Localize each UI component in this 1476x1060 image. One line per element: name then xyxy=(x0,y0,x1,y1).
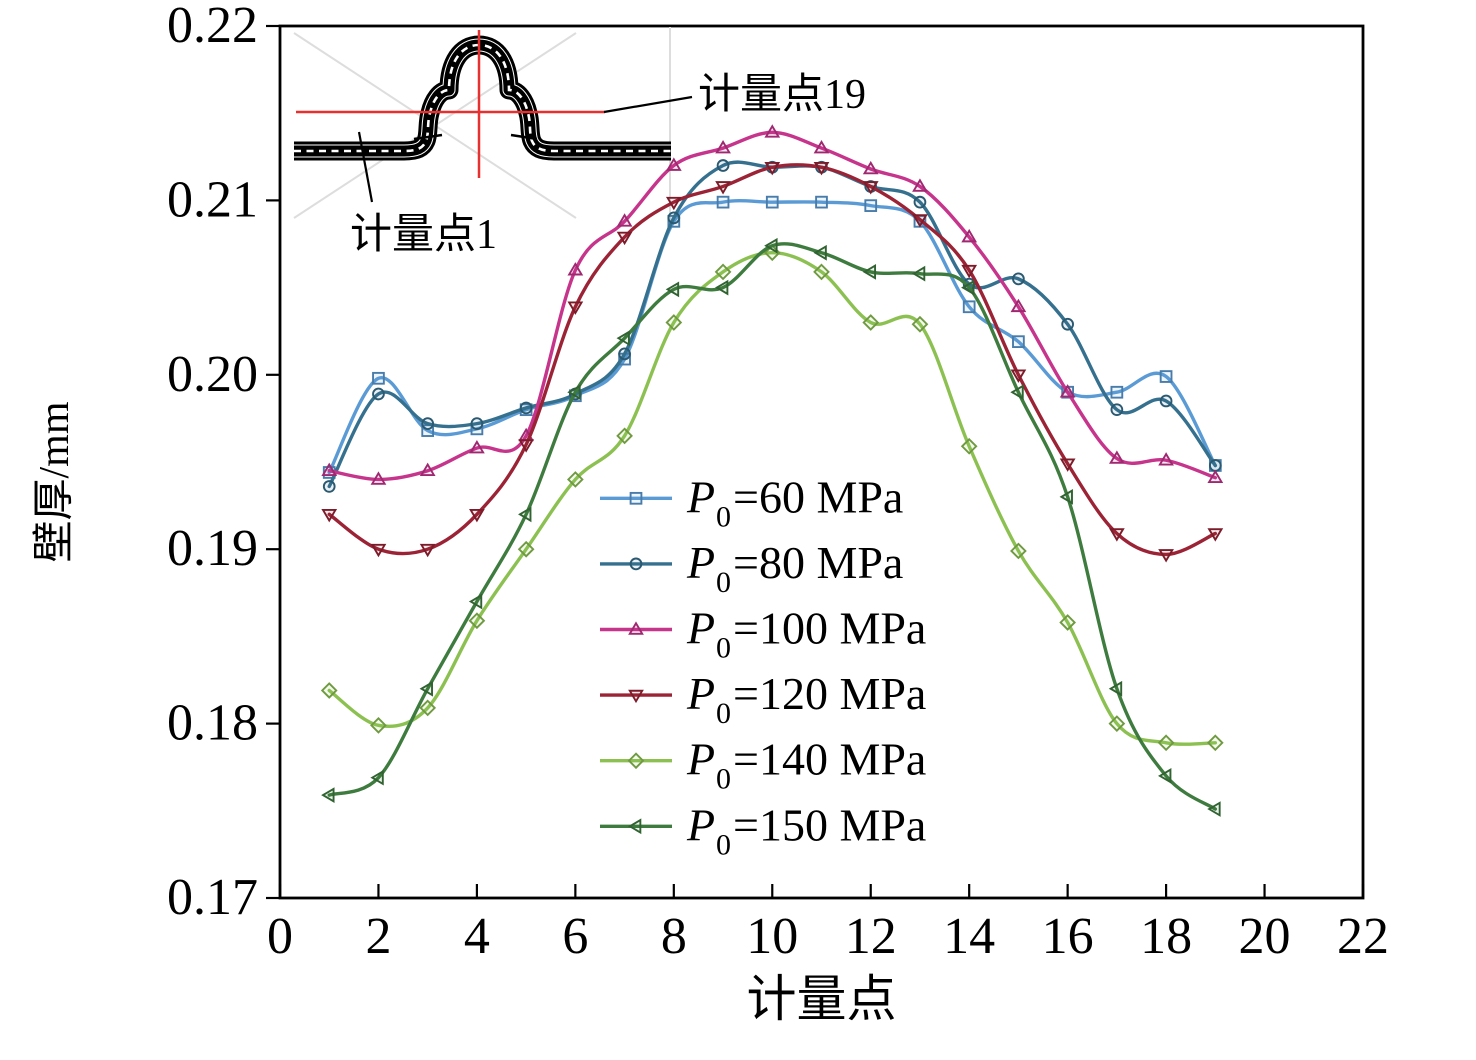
svg-text:8: 8 xyxy=(661,908,687,965)
svg-text:16: 16 xyxy=(1042,908,1094,965)
svg-text:P: P xyxy=(686,799,715,850)
svg-text:计量点: 计量点 xyxy=(747,971,897,1027)
svg-text:6: 6 xyxy=(562,908,588,965)
svg-text:0.22: 0.22 xyxy=(167,0,258,54)
svg-text:18: 18 xyxy=(1140,908,1192,965)
svg-text:P: P xyxy=(686,537,715,588)
svg-text:4: 4 xyxy=(464,908,490,965)
svg-text:0: 0 xyxy=(716,566,731,599)
svg-text:计量点1: 计量点1 xyxy=(350,212,497,258)
svg-text:10: 10 xyxy=(746,908,798,965)
svg-text:=140 MPa: =140 MPa xyxy=(733,734,926,785)
svg-text:20: 20 xyxy=(1239,908,1291,965)
svg-text:=120 MPa: =120 MPa xyxy=(733,668,926,719)
svg-text:0.21: 0.21 xyxy=(167,171,258,228)
svg-text:=60 MPa: =60 MPa xyxy=(733,471,903,522)
svg-text:0: 0 xyxy=(716,500,731,533)
svg-text:0: 0 xyxy=(716,697,731,730)
svg-text:P: P xyxy=(686,668,715,719)
svg-text:0: 0 xyxy=(716,763,731,796)
svg-text:0.17: 0.17 xyxy=(167,869,258,926)
svg-text:=150 MPa: =150 MPa xyxy=(733,799,926,850)
svg-text:=80 MPa: =80 MPa xyxy=(733,537,903,588)
svg-text:0: 0 xyxy=(716,828,731,861)
svg-text:P: P xyxy=(686,603,715,654)
svg-text:P: P xyxy=(686,471,715,522)
svg-text:2: 2 xyxy=(365,908,391,965)
svg-text:0: 0 xyxy=(716,632,731,665)
svg-text:0.20: 0.20 xyxy=(167,346,258,403)
svg-text:计量点19: 计量点19 xyxy=(698,72,866,118)
svg-text:P: P xyxy=(686,734,715,785)
svg-text:0.18: 0.18 xyxy=(167,695,258,752)
svg-text:12: 12 xyxy=(845,908,897,965)
svg-text:22: 22 xyxy=(1337,908,1389,965)
svg-text:14: 14 xyxy=(943,908,995,965)
svg-text:=100 MPa: =100 MPa xyxy=(733,603,926,654)
svg-text:壁厚/mm: 壁厚/mm xyxy=(32,401,78,562)
svg-text:0: 0 xyxy=(267,908,293,965)
svg-text:0.19: 0.19 xyxy=(167,520,258,577)
